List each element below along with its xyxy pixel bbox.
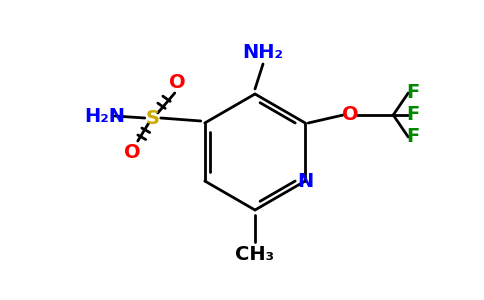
Text: F: F: [407, 106, 420, 124]
Text: O: O: [124, 143, 141, 163]
Text: S: S: [146, 109, 160, 128]
Text: O: O: [169, 74, 186, 92]
Text: NH₂: NH₂: [242, 43, 284, 61]
Text: F: F: [407, 83, 420, 103]
Text: CH₃: CH₃: [236, 244, 274, 263]
Text: F: F: [407, 128, 420, 146]
Text: O: O: [342, 106, 359, 124]
Text: H₂N: H₂N: [84, 106, 125, 125]
Text: N: N: [297, 172, 313, 190]
